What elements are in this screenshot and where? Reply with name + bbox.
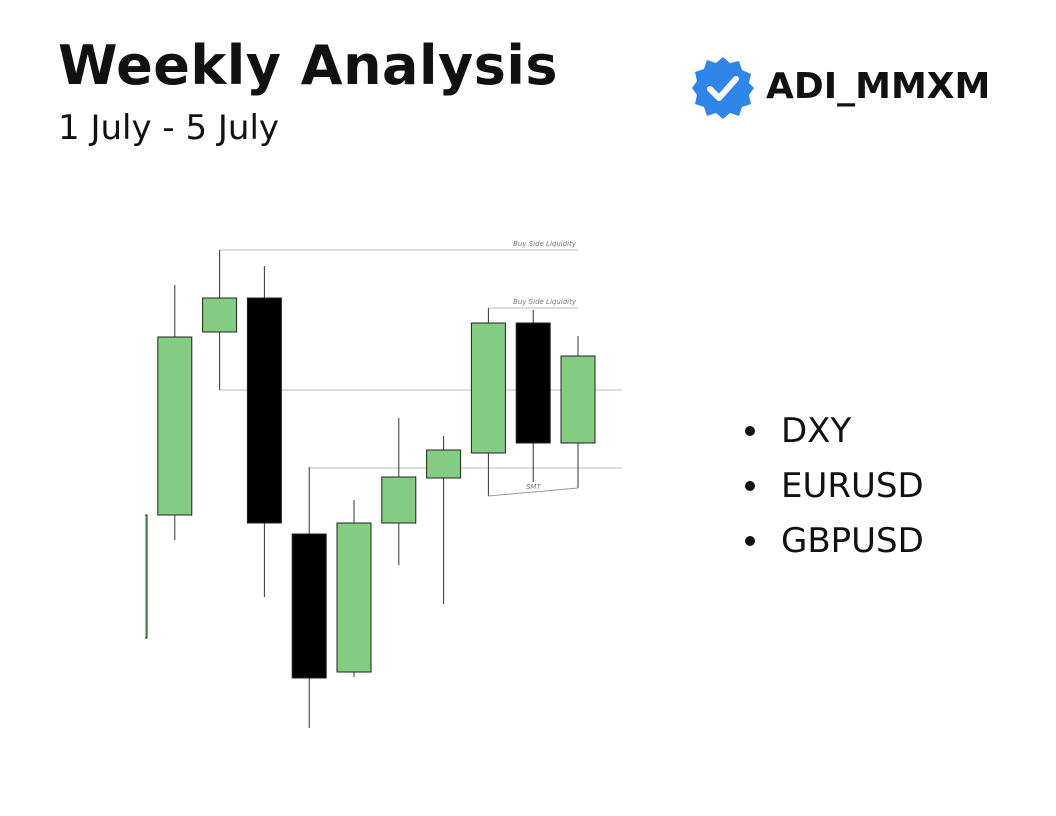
title: Weekly Analysis [58, 34, 558, 97]
candle-body [157, 336, 193, 516]
candle-body [515, 322, 551, 444]
candle-body [291, 533, 327, 679]
plot: Buy Side Liquidity Buy Side Liquidity SMT [145, 240, 622, 728]
bullet: DXY [745, 408, 924, 463]
level-label: Buy Side Liquidity [513, 240, 577, 248]
subtitle: 1 July - 5 July [58, 108, 280, 148]
candle-body [336, 522, 372, 673]
brand-name: ADI_MMXM [766, 66, 991, 107]
candle-body [426, 449, 462, 479]
bullet: EURUSD [745, 463, 924, 518]
candle-body [470, 322, 506, 454]
bullet-list: DXY EURUSD GBPUSD [745, 408, 924, 573]
candle-body [381, 476, 417, 524]
candle-body [202, 297, 238, 333]
candle-body [145, 514, 148, 639]
level-label: Buy Side Liquidity [513, 298, 577, 306]
verified-badge [692, 57, 754, 119]
bullet: GBPUSD [745, 518, 924, 573]
candle-body [560, 355, 596, 444]
smt-label: SMT [526, 483, 541, 491]
smt-line [488, 487, 579, 497]
candle-body [246, 297, 282, 524]
